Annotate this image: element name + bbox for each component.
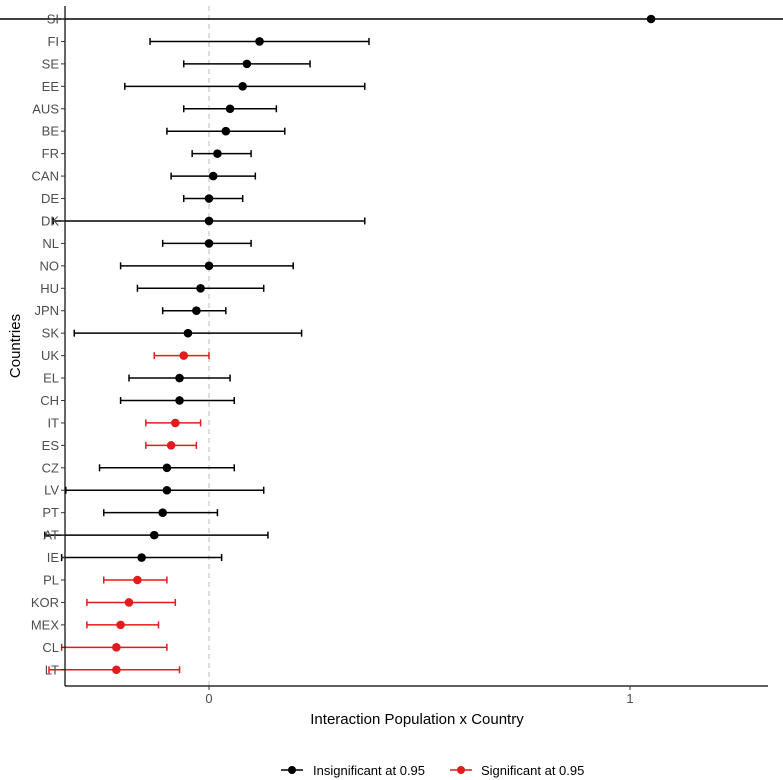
point-nl (204, 239, 214, 248)
point-fi (255, 37, 264, 46)
y-tick-label: NO (40, 258, 60, 273)
y-tick-label: CL (42, 640, 59, 655)
y-tick-label: EE (42, 79, 60, 94)
point-lt (112, 665, 121, 675)
y-tick-label: IE (47, 550, 60, 565)
y-tick-label: MEX (31, 617, 60, 632)
point-dk (204, 216, 214, 226)
point-no (204, 261, 214, 271)
points-layer (112, 14, 656, 675)
point-de (204, 194, 214, 203)
point-pt (158, 508, 167, 517)
y-tick-label: ES (42, 438, 60, 453)
y-tick-label: UK (41, 348, 59, 363)
legend-label-insignificant: Insignificant at 0.95 (313, 763, 425, 778)
point-ie (137, 553, 146, 562)
point-uk (179, 351, 189, 360)
y-tick-label: CZ (42, 460, 59, 475)
point-ch (175, 396, 184, 405)
point-sk (183, 328, 193, 338)
error-bars-layer (0, 18, 783, 674)
x-tick-label: 1 (626, 691, 633, 706)
legend-swatch-dot (457, 766, 465, 774)
y-tick-label: BE (42, 124, 60, 139)
legend-swatch-dot (288, 766, 296, 774)
error-bar-si (0, 18, 783, 20)
legend-item-insignificant: Insignificant at 0.95 (281, 763, 425, 778)
y-tick-label: FR (42, 146, 59, 161)
y-tick-label: LT (45, 662, 59, 677)
x-tick-layer: 012 (205, 686, 634, 706)
legend-label-significant: Significant at 0.95 (481, 763, 584, 778)
y-tick-label: JPN (34, 303, 59, 318)
y-tick-label: DE (41, 191, 59, 206)
y-tick-label: HU (40, 281, 59, 296)
point-es (166, 441, 176, 450)
point-fr (213, 149, 222, 158)
x-axis-title: Interaction Population x Country (310, 711, 524, 728)
y-tick-label: PT (42, 505, 59, 520)
y-tick-label: SK (42, 326, 60, 341)
legend: Insignificant at 0.95 Significant at 0.9… (281, 763, 584, 778)
point-at (149, 530, 159, 540)
point-cl (112, 643, 121, 652)
y-tick-label: AT (43, 528, 59, 543)
point-si (646, 14, 656, 24)
y-axis-title: Countries (7, 314, 24, 378)
y-tick-layer: SI FI SE EE AUS BE FR CAN DE DK NL NO HU JPN SK UK EL CH I… (31, 12, 65, 677)
y-tick-label: DK (41, 213, 59, 228)
y-tick-label: PL (43, 573, 59, 588)
point-ee (238, 82, 247, 91)
y-tick-label: AUS (32, 101, 59, 116)
point-cz (162, 463, 172, 473)
legend-item-significant: Significant at 0.95 (450, 763, 584, 778)
point-can (208, 171, 218, 181)
y-tick-label: FI (47, 34, 59, 49)
point-kor (124, 598, 134, 607)
y-tick-label: CH (40, 393, 59, 408)
point-aus (225, 104, 235, 114)
point-hu (196, 283, 205, 293)
point-lv (162, 485, 172, 495)
x-tick-label: 0 (205, 691, 212, 706)
point-it (171, 418, 180, 428)
y-tick-label: LV (44, 483, 59, 498)
point-el (175, 373, 184, 383)
point-se (242, 59, 252, 69)
y-tick-label: IT (47, 415, 59, 430)
axes-layer (64, 6, 768, 687)
y-tick-label: SI (47, 12, 59, 27)
y-tick-label: EL (43, 371, 59, 386)
y-tick-label: NL (42, 236, 59, 251)
y-tick-label: KOR (31, 595, 59, 610)
point-jpn (192, 306, 201, 316)
point-be (221, 126, 231, 136)
y-tick-label: CAN (32, 169, 59, 184)
point-mex (116, 620, 125, 630)
y-tick-label: SE (42, 56, 60, 71)
point-pl (133, 575, 142, 585)
